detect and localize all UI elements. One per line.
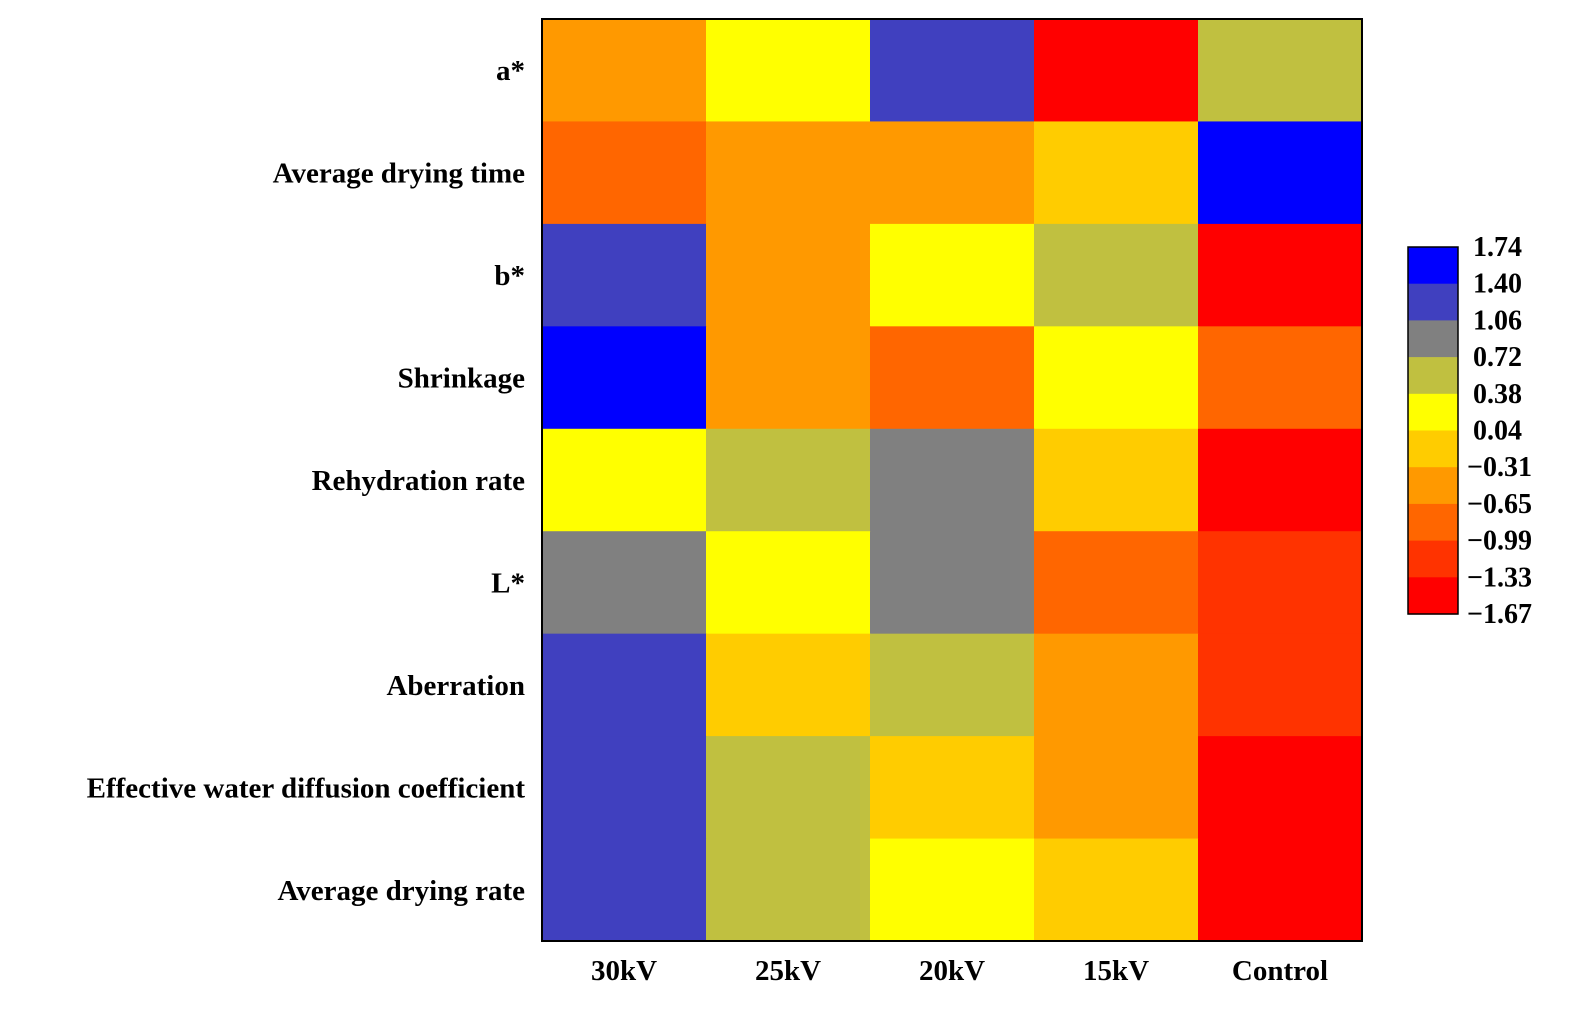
heatmap-cell <box>870 736 1035 840</box>
heatmap-cell <box>870 326 1035 430</box>
heatmap-cell <box>1034 121 1199 225</box>
heatmap-cell <box>1198 736 1363 840</box>
column-label: 15kV <box>1083 955 1149 987</box>
heatmap-cell <box>542 736 707 840</box>
legend-tick-label: −0.65 <box>1467 489 1532 520</box>
row-label: a* <box>496 55 525 87</box>
row-label: L* <box>491 567 525 599</box>
heatmap-cell <box>1198 326 1363 430</box>
legend-swatch <box>1408 430 1458 468</box>
legend-frame <box>1407 246 1459 615</box>
heatmap-cell <box>706 736 871 840</box>
heatmap-cell <box>870 223 1035 327</box>
legend-swatch <box>1408 283 1458 321</box>
column-label: 20kV <box>919 955 985 987</box>
legend-swatch <box>1408 247 1458 285</box>
heatmap-cell <box>870 838 1035 942</box>
heatmap-cell <box>542 223 707 327</box>
heatmap-cell <box>542 326 707 430</box>
heatmap-cell <box>870 428 1035 532</box>
legend-swatch <box>1408 503 1458 542</box>
heatmap-cell <box>1198 121 1363 225</box>
legend-tick-label: −1.33 <box>1467 562 1532 593</box>
heatmap-cell <box>1198 531 1363 635</box>
heatmap-cell <box>706 121 871 225</box>
row-label: Rehydration rate <box>312 465 526 497</box>
legend-swatch <box>1408 320 1458 358</box>
column-label: 25kV <box>755 955 821 987</box>
legend-tick-label: 1.40 <box>1473 269 1522 300</box>
heatmap-cell <box>542 838 707 942</box>
legend-tick-label: 1.06 <box>1473 305 1522 336</box>
heatmap-cell <box>1034 326 1199 430</box>
row-label: Aberration <box>386 670 525 702</box>
row-label: b* <box>494 260 525 292</box>
heatmap-cell <box>1034 633 1199 737</box>
heatmap-cell <box>542 633 707 737</box>
column-label: Control <box>1232 955 1328 987</box>
heatmap-cell <box>1034 531 1199 635</box>
legend-tick-label: −1.67 <box>1467 599 1532 630</box>
legend-swatch <box>1408 393 1458 432</box>
heatmap-cell <box>706 428 871 532</box>
row-label: Shrinkage <box>398 363 525 395</box>
legend-tick-label: 0.38 <box>1473 379 1522 410</box>
row-label: Effective water diffusion coefficient <box>87 772 526 804</box>
heatmap-cell <box>706 326 871 430</box>
heatmap-cell <box>706 531 871 635</box>
legend-swatch <box>1408 467 1458 505</box>
heatmap-cells <box>542 19 1363 942</box>
legend-tick-label: 0.72 <box>1473 342 1522 373</box>
row-labels: a* Average drying time b* Shrinkage Rehydrat… <box>87 55 526 907</box>
heatmap-cell <box>1034 428 1199 532</box>
heatmap-cell <box>870 19 1035 123</box>
heatmap-cell <box>1198 428 1363 532</box>
legend-swatch <box>1408 540 1458 578</box>
heatmap-cell <box>1034 19 1199 123</box>
heatmap-cell <box>706 633 871 737</box>
heatmap-cell <box>1198 633 1363 737</box>
row-label: Average drying rate <box>278 875 526 907</box>
legend-tick-label: 1.74 <box>1473 232 1522 263</box>
heatmap-cell <box>706 19 871 123</box>
heatmap-cell <box>542 121 707 225</box>
color-scale-legend: 1.74 1.40 1.06 0.72 0.38 0.04 −0.31 −0.65 −0.99 −… <box>1407 232 1532 630</box>
heatmap-cell <box>542 19 707 123</box>
heatmap-cell <box>706 838 871 942</box>
legend-tick-label: 0.04 <box>1473 416 1522 447</box>
heatmap-cell <box>1198 19 1363 123</box>
legend-tick-label: −0.31 <box>1467 452 1532 483</box>
row-label: Average drying time <box>273 158 525 190</box>
heatmap-cell <box>870 531 1035 635</box>
heatmap-cell <box>542 428 707 532</box>
heatmap-cell <box>1034 736 1199 840</box>
heatmap-cell <box>1034 838 1199 942</box>
legend-swatch <box>1408 357 1458 395</box>
legend-swatch <box>1408 577 1458 615</box>
column-label: 30kV <box>591 955 657 987</box>
heatmap-cell <box>1198 223 1363 327</box>
heatmap-cell <box>1198 838 1363 942</box>
heatmap-cell <box>706 223 871 327</box>
column-labels: 30kV 25kV 20kV 15kV Control <box>591 955 1328 987</box>
plot-frame <box>541 18 1363 942</box>
heatmap-cell <box>1034 223 1199 327</box>
heatmap-cell <box>870 121 1035 225</box>
heatmap-cell <box>542 531 707 635</box>
legend-tick-label: −0.99 <box>1467 526 1532 557</box>
heatmap-cell <box>870 633 1035 737</box>
